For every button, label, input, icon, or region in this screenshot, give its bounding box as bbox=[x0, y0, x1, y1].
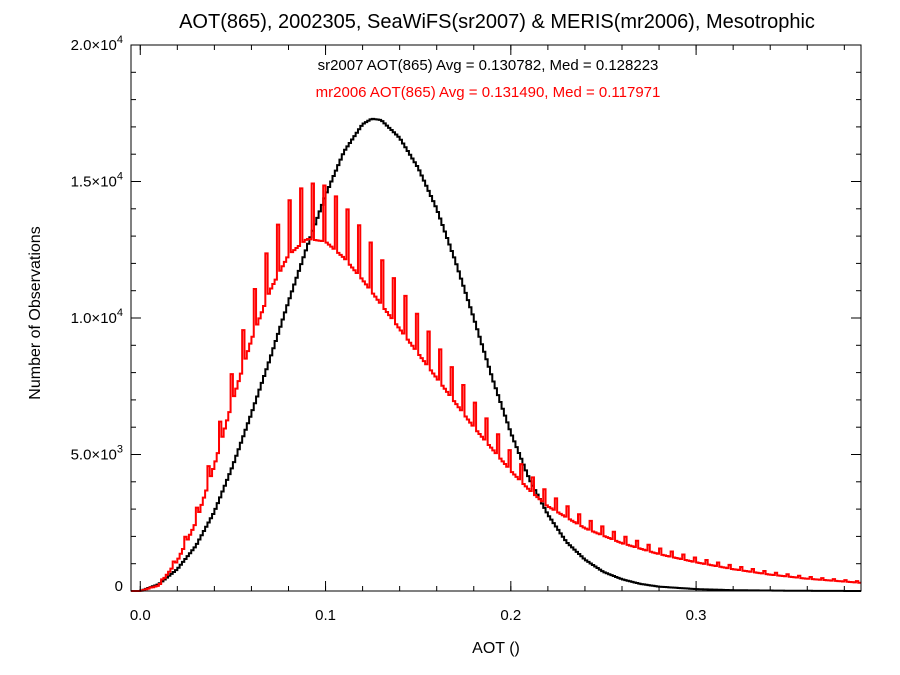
y-tick-exponent: 4 bbox=[117, 171, 123, 183]
chart-title: AOT(865), 2002305, SeaWiFS(sr2007) & MER… bbox=[179, 11, 815, 33]
x-tick-label: 0.0 bbox=[130, 607, 151, 624]
x-tick-label: 0.1 bbox=[315, 607, 336, 624]
y-tick-mantissa: 0 bbox=[115, 578, 123, 595]
y-axis-label: Number of Observations bbox=[27, 226, 44, 399]
y-tick-exponent: 4 bbox=[117, 34, 123, 46]
y-tick-mantissa: 2.0×10 bbox=[71, 37, 117, 54]
annotation-mr2006: mr2006 AOT(865) Avg = 0.131490, Med = 0.… bbox=[316, 84, 661, 101]
y-tick-label: 1.0×104 bbox=[71, 307, 123, 327]
y-tick-exponent: 4 bbox=[117, 307, 123, 319]
annotation-sr2007: sr2007 AOT(865) Avg = 0.130782, Med = 0.… bbox=[318, 57, 659, 74]
y-tick-label: 1.5×104 bbox=[71, 171, 123, 191]
y-tick-mantissa: 1.5×10 bbox=[71, 174, 117, 191]
histogram-series-red bbox=[131, 182, 862, 592]
plot-area: 0.0 0.1 0.2 0.305.0×1031.0×1041.5×1042.0×10… bbox=[71, 34, 862, 624]
y-tick-label: 5.0×103 bbox=[71, 444, 123, 464]
y-tick-label: 2.0×104 bbox=[71, 34, 123, 54]
x-axis-label: AOT () bbox=[472, 640, 520, 657]
y-tick-exponent: 3 bbox=[117, 444, 123, 456]
y-tick-mantissa: 1.0×10 bbox=[71, 310, 117, 327]
x-tick-label: 0.2 bbox=[500, 607, 521, 624]
y-tick-mantissa: 5.0×10 bbox=[71, 447, 117, 464]
histogram-series-black bbox=[131, 117, 862, 592]
y-tick-label: 0 bbox=[115, 578, 123, 595]
x-tick-label: 0.3 bbox=[686, 607, 707, 624]
